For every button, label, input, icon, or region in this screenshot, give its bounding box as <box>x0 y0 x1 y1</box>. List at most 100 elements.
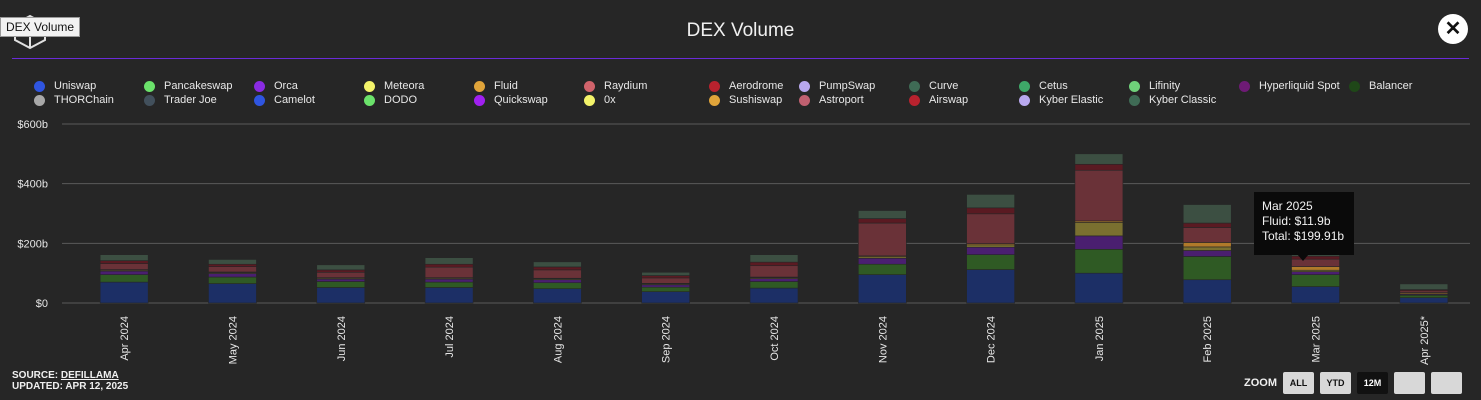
bar-segment <box>533 266 582 271</box>
legend-item-astroport[interactable]: Astroport <box>799 94 864 106</box>
bar-segment <box>641 291 690 304</box>
source-footer: SOURCE: DEFILLAMA UPDATED: APR 12, 2025 <box>12 370 128 392</box>
legend-dot-icon <box>709 80 720 92</box>
legend-dot-icon <box>909 80 920 92</box>
bar-segment <box>1182 222 1232 228</box>
logo-tooltip: DEX Volume <box>0 17 81 37</box>
bar-segment <box>966 207 1015 215</box>
bar-segment <box>858 222 907 257</box>
legend-item-lifinity[interactable]: Lifinity <box>1129 80 1180 92</box>
legend-item-quickswap[interactable]: Quickswap <box>474 94 548 106</box>
legend-dot-icon <box>799 80 810 92</box>
bar-segment <box>858 257 907 265</box>
legend-item-camelot[interactable]: Camelot <box>254 94 315 106</box>
legend-label: Cetus <box>1039 80 1068 92</box>
legend-item-fluid[interactable]: Fluid <box>474 80 518 92</box>
bar-segment <box>424 266 474 278</box>
bar-segment <box>99 274 149 283</box>
legend-label: PumpSwap <box>819 80 876 92</box>
legend-item-raydium[interactable]: Raydium <box>584 80 647 92</box>
legend-dot-icon <box>364 94 375 106</box>
bar-segment <box>1399 294 1449 298</box>
legend-item-uniswap[interactable]: Uniswap <box>34 80 96 92</box>
zoom-all-button[interactable]: ALL <box>1283 372 1314 394</box>
bar-segment <box>316 269 366 273</box>
legend-label: Camelot <box>274 94 315 106</box>
legend-item-0x[interactable]: 0x <box>584 94 616 106</box>
bar-segment <box>316 271 366 278</box>
legend-item-meteora[interactable]: Meteora <box>364 80 424 92</box>
bar-segment <box>1074 153 1124 165</box>
legend-item-thorchain[interactable]: THORChain <box>34 94 114 106</box>
legend-dot-icon <box>584 80 595 92</box>
legend-item-sushiswap[interactable]: Sushiswap <box>709 94 782 106</box>
legend-dot-icon <box>34 94 45 106</box>
bar-segment <box>1074 235 1124 250</box>
bar-segment <box>1074 222 1124 237</box>
legend-label: Airswap <box>929 94 969 106</box>
legend-dot-icon <box>144 94 155 106</box>
bar-segment <box>208 276 257 284</box>
legend-item-airswap[interactable]: Airswap <box>909 94 968 106</box>
bar-segment <box>966 213 1015 244</box>
legend-label: DODO <box>384 94 417 106</box>
bar-segment <box>966 269 1015 304</box>
updated-text: UPDATED: APR 12, 2025 <box>12 381 129 392</box>
bar-segment <box>533 261 582 268</box>
zoom-extra-button-1[interactable] <box>1394 372 1425 394</box>
bar-segment <box>208 273 257 278</box>
x-tick-label: Feb 2025 <box>1202 316 1214 362</box>
legend-label: Astroport <box>819 94 864 106</box>
y-tick-label: $400b <box>17 179 48 191</box>
bar-segment <box>1182 256 1232 281</box>
bar-segment <box>1182 279 1232 304</box>
legend-label: Meteora <box>384 80 425 92</box>
bar-segment <box>749 281 799 289</box>
tooltip-month: Mar 2025 <box>1262 199 1313 213</box>
legend-item-curve[interactable]: Curve <box>909 80 958 92</box>
x-tick-label: Aug 2024 <box>552 316 564 363</box>
legend-item-pancakeswap[interactable]: Pancakeswap <box>144 80 233 92</box>
bar-segment <box>1291 274 1340 287</box>
bar-segment <box>1074 169 1124 222</box>
legend-item-aerodrome[interactable]: Aerodrome <box>709 80 783 92</box>
legend-dot-icon <box>799 94 810 106</box>
bar-segment <box>858 274 907 304</box>
legend-dot-icon <box>254 80 265 92</box>
legend-label: 0x <box>604 94 616 106</box>
legend-item-cetus[interactable]: Cetus <box>1019 80 1068 92</box>
legend-label: Sushiswap <box>729 94 783 106</box>
legend-dot-icon <box>1349 80 1360 92</box>
zoom-extra-button-2[interactable] <box>1431 372 1462 394</box>
legend-item-trader-joe[interactable]: Trader Joe <box>144 94 217 106</box>
x-tick-label: Apr 2024 <box>119 316 131 361</box>
bar-segment <box>99 260 149 264</box>
legend-item-kyber-classic[interactable]: Kyber Classic <box>1129 94 1216 106</box>
legend-item-dodo[interactable]: DODO <box>364 94 417 106</box>
bar-segment <box>99 263 149 270</box>
bar-segment <box>749 287 799 304</box>
y-tick-label: $0 <box>36 298 48 310</box>
legend-item-kyber-elastic[interactable]: Kyber Elastic <box>1019 94 1103 106</box>
bar-segment <box>424 278 474 283</box>
legend-item-balancer[interactable]: Balancer <box>1349 80 1412 92</box>
legend-item-hyperliquid-spot[interactable]: Hyperliquid Spot <box>1239 80 1340 92</box>
bar-segment <box>966 246 1015 255</box>
bar-segment <box>749 265 799 278</box>
bar-segment <box>641 275 690 279</box>
legend-item-orca[interactable]: Orca <box>254 80 298 92</box>
bar-segment <box>858 263 907 275</box>
bar-segment <box>1291 271 1340 275</box>
zoom-ytd-button[interactable]: YTD <box>1320 372 1351 394</box>
close-button[interactable]: ✕ <box>1438 14 1468 44</box>
legend-label: Curve <box>929 80 959 92</box>
bar-segment <box>641 271 690 276</box>
legend-item-pumpswap[interactable]: PumpSwap <box>799 80 875 92</box>
zoom-12m-button[interactable]: 12M <box>1357 372 1388 394</box>
source-link[interactable]: DEFILLAMA <box>60 370 119 381</box>
bar-segment <box>533 269 582 279</box>
bar-segment <box>966 254 1015 270</box>
bar-segment <box>1291 286 1340 304</box>
x-tick-label: Sep 2024 <box>661 316 673 363</box>
legend-label: Kyber Classic <box>1149 94 1217 106</box>
